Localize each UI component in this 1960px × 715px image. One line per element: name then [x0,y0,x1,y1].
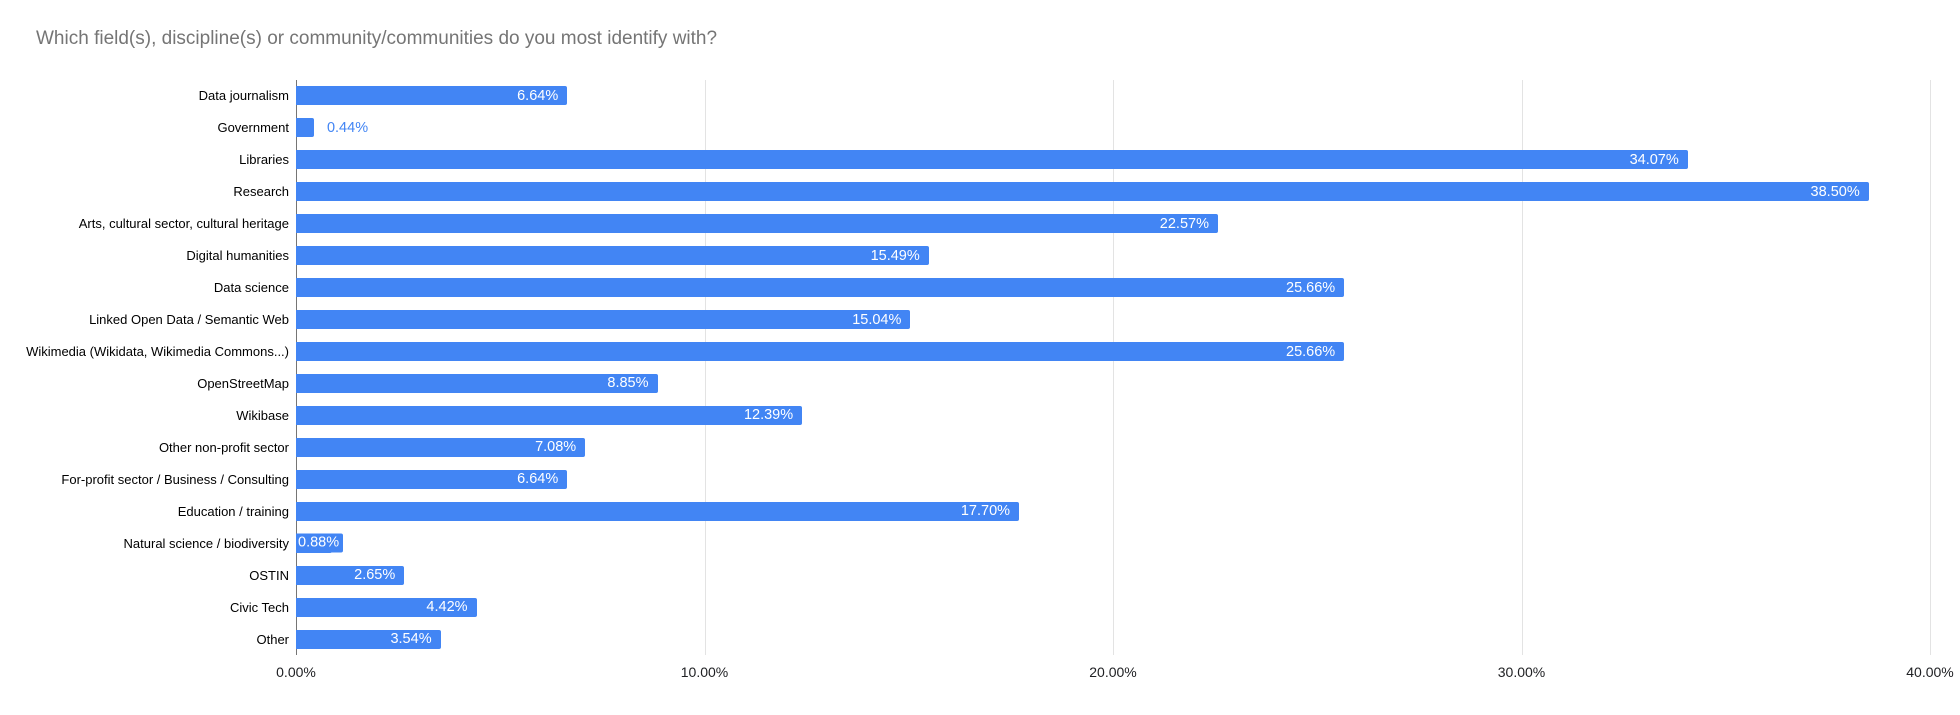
bar[interactable]: 12.39% [296,405,803,425]
bar[interactable]: 6.64% [296,86,568,106]
category-label: Government [217,120,289,136]
x-axis-tick-label: 30.00% [1497,664,1546,680]
category-label: Civic Tech [229,599,289,615]
category-label: OpenStreetMap [197,375,289,391]
bar[interactable]: 25.66% [296,278,1345,298]
value-label: 38.50% [1810,183,1860,200]
bar[interactable]: 15.49% [296,246,929,266]
bar-row: OSTIN 2.65% [249,559,1930,591]
bar-row: Other 3.54% [256,623,1930,655]
value-label: 8.85% [607,375,649,392]
bar[interactable]: 15.04% [296,310,911,330]
bar[interactable]: 3.54% [296,629,441,649]
bar[interactable]: 8.85% [296,373,658,393]
plot-area: 0.00% 10.00% 20.00% 30.00% 40.00% Data journa… [26,80,1954,680]
category-label: Libraries [239,152,289,168]
gridline [1113,80,1114,655]
x-axis-tick-label: 10.00% [680,664,729,680]
bar[interactable]: 17.70% [296,501,1020,521]
category-label: Arts, cultural sector, cultural heritage [78,216,289,232]
value-label: 22.57% [1159,215,1209,232]
value-label: 25.66% [1286,343,1336,360]
bar-row: For-profit sector / Business / Consultin… [61,463,1930,495]
category-label: Research [233,184,289,200]
bar-row: Digital humanities 15.49% [186,240,1930,272]
y-axis-line [296,80,297,655]
bar-row: Other non-profit sector 7.08% [159,431,1930,463]
value-label: 6.64% [517,471,559,488]
x-axis-tick-label: 20.00% [1089,664,1137,680]
category-label: Other non-profit sector [158,439,289,455]
category-label: Wikibase [236,407,289,423]
category-label: For-profit sector / Business / Consultin… [61,471,289,487]
bar[interactable]: 2.65% [296,565,405,585]
value-label: 15.04% [852,311,902,328]
bar-row: Data journalism 6.64% [199,80,1930,112]
bar-row: Education / training 17.70% [178,495,1930,527]
bar[interactable]: 7.08% [296,437,586,457]
bar-row: Civic Tech 4.42% [230,591,1930,623]
category-label: Data science [213,280,289,296]
bar[interactable]: 22.57% [296,214,1218,234]
bar-row: Libraries 34.07% [239,144,1930,176]
bar-row: Government 0.44% [217,112,1930,144]
value-label: 12.39% [743,407,794,424]
bar-row: OpenStreetMap 8.85% [197,368,1930,400]
category-label: Linked Open Data / Semantic Web [89,312,289,328]
chart-title: Which field(s), discipline(s) or communi… [36,28,718,49]
category-label: Digital humanities [186,248,289,264]
value-label: 2.65% [354,567,396,584]
gridline [1521,80,1523,655]
gridline [1930,80,1931,655]
category-label: OSTIN [249,567,289,583]
value-label: 25.66% [1286,279,1336,296]
value-label: 0.44% [326,119,369,136]
value-label: 34.07% [1629,151,1679,168]
category-label: Data journalism [198,88,289,104]
bar-row: Wikibase 12.39% [236,399,1930,431]
bar[interactable]: 25.66% [296,342,1345,362]
bar[interactable]: 0.88% [296,533,344,553]
bar-row: Arts, cultural sector, cultural heritage… [79,208,1930,240]
bar[interactable]: 38.50% [296,182,1869,202]
bar[interactable]: 6.64% [296,469,568,489]
bar-row: Wikimedia (Wikidata, Wikimedia Commons..… [26,336,1930,368]
category-label: Other [256,631,289,647]
bar-row: Natural science / biodiversity 0.88% [124,527,1930,559]
bar-row: Linked Open Data / Semantic Web 15.04% [89,304,1930,336]
category-label: Wikimedia (Wikidata, Wikimedia Commons..… [26,344,289,360]
x-axis-tick-label: 40.00% [1906,664,1954,680]
category-label: Natural science / biodiversity [123,535,289,551]
category-label: Education / training [177,503,289,519]
bar-row: Data science 25.66% [214,272,1930,304]
gridline [704,80,706,655]
value-label: 3.54% [390,631,432,648]
value-label: 4.42% [426,599,468,616]
value-label: 17.70% [960,503,1011,520]
value-label: 0.88% [296,533,344,553]
value-label: 6.64% [517,87,559,104]
bar[interactable]: 34.07% [296,150,1688,170]
value-label: 15.49% [870,247,920,264]
bar[interactable]: 0.44% [296,118,368,138]
bar[interactable]: 4.42% [296,597,477,617]
x-axis-tick-label: 0.00% [276,664,316,680]
value-label: 7.08% [535,439,577,456]
bar-row: Research 38.50% [233,176,1930,208]
